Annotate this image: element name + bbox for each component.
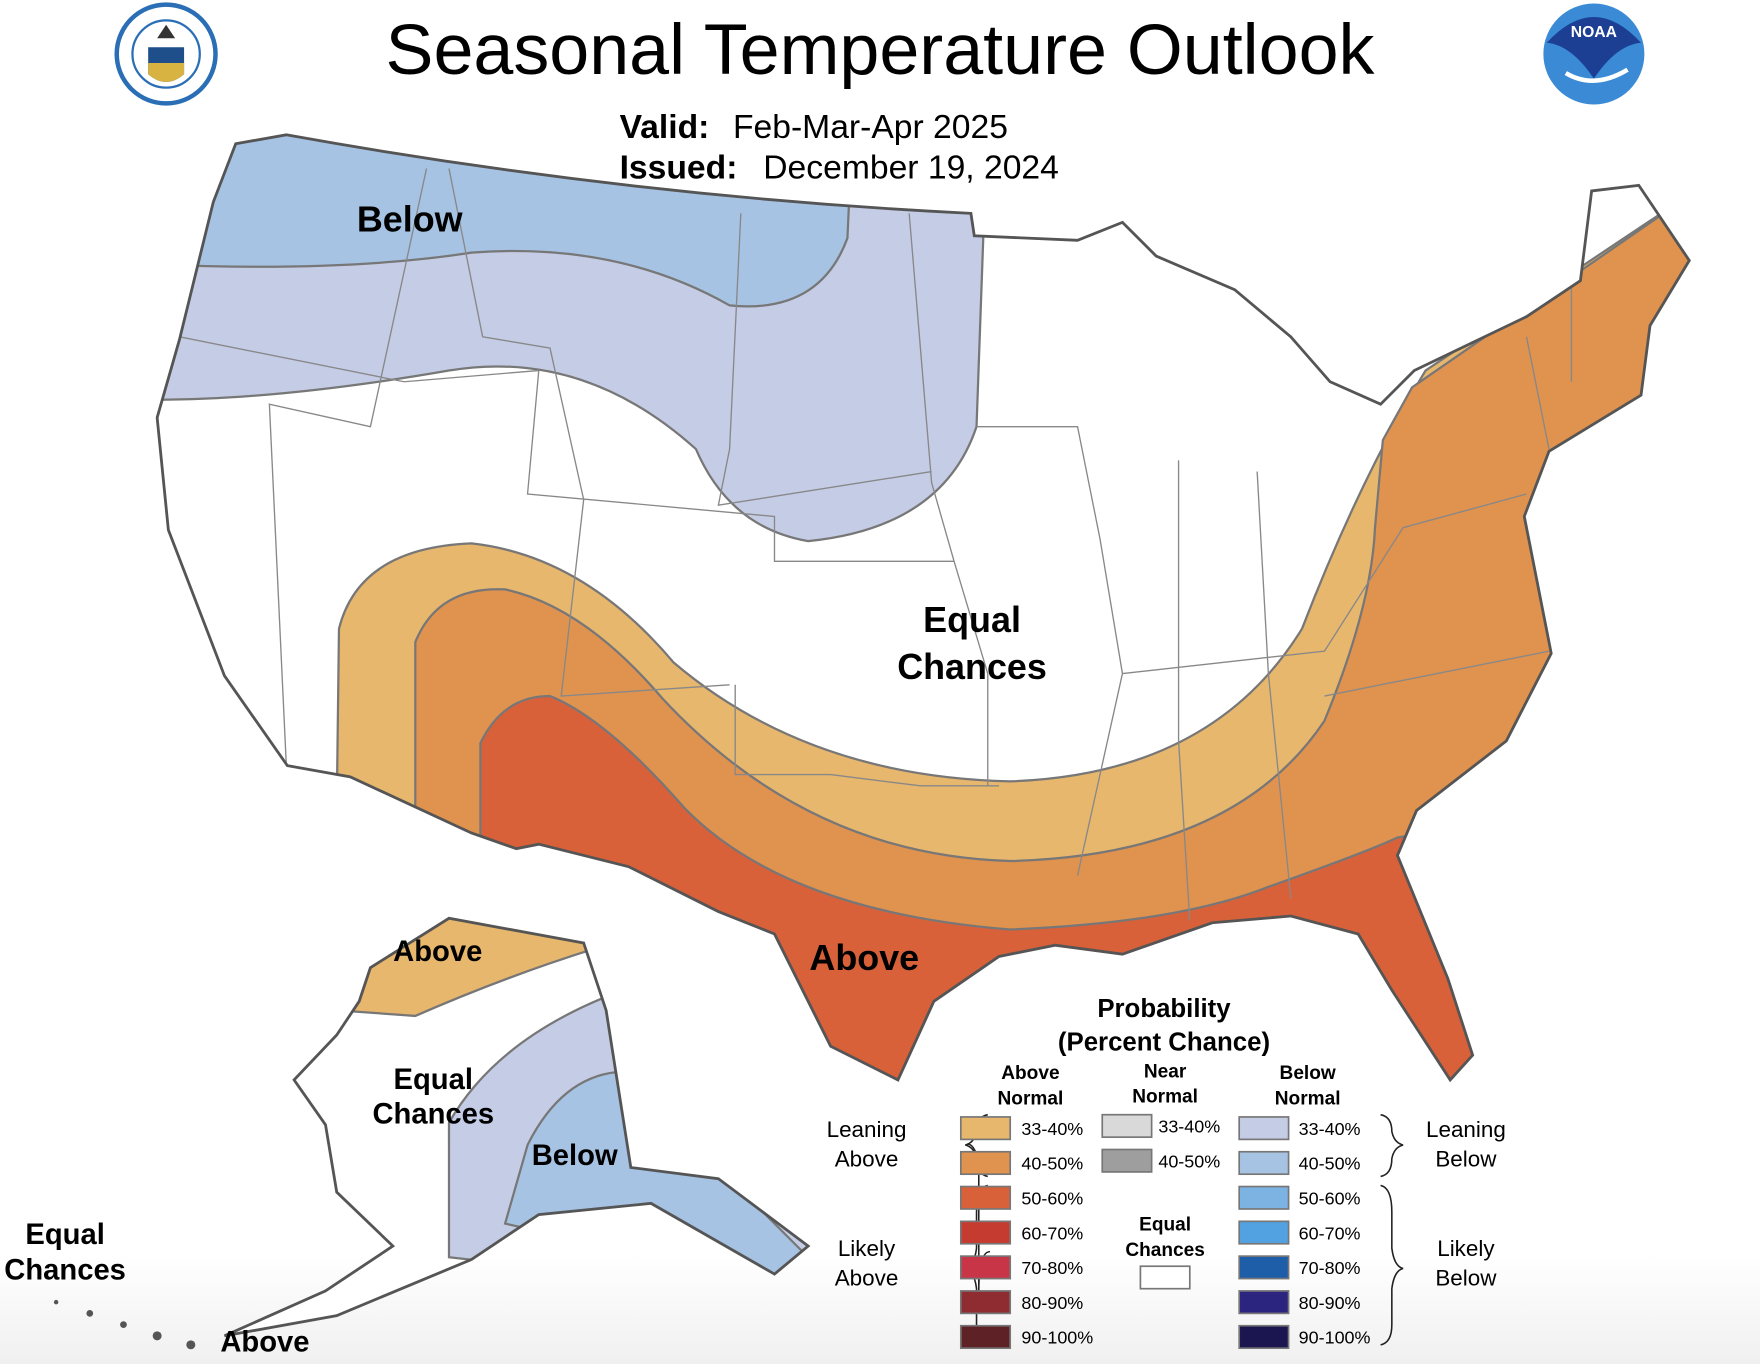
- issued-label: Issued:: [620, 150, 738, 187]
- legend-label-below-6: 90-100%: [1299, 1328, 1371, 1348]
- noaa-logo: NOAA: [1543, 3, 1645, 105]
- legend-swatch-near-0: [1101, 1113, 1153, 1138]
- hawaii-map: [53, 1299, 196, 1350]
- svg-text:Below: Below: [1435, 1146, 1497, 1171]
- svg-text:Normal: Normal: [998, 1089, 1064, 1110]
- legend-label-above-1: 40-50%: [1021, 1154, 1083, 1174]
- legend-swatch-below-5: [1238, 1290, 1290, 1315]
- svg-text:Above: Above: [393, 936, 482, 968]
- alaska-map: [223, 916, 810, 1338]
- legend-label-below-3: 60-70%: [1299, 1223, 1361, 1243]
- svg-text:NOAA: NOAA: [1571, 24, 1617, 41]
- svg-text:Equal: Equal: [1139, 1214, 1191, 1235]
- legend-label-near-0: 33-40%: [1158, 1117, 1220, 1137]
- svg-text:Chances: Chances: [372, 1099, 494, 1131]
- svg-text:Near: Near: [1144, 1062, 1187, 1083]
- legend: Probability (Percent Chance) Above Norma…: [827, 995, 1506, 1350]
- svg-text:Equal: Equal: [25, 1219, 104, 1251]
- legend-label-below-0: 33-40%: [1299, 1119, 1361, 1139]
- legend-swatch-below-2: [1238, 1185, 1290, 1210]
- svg-text:Leaning: Leaning: [1426, 1117, 1506, 1142]
- legend-swatch-above-3: [959, 1220, 1012, 1245]
- svg-text:Above: Above: [220, 1327, 309, 1359]
- svg-text:Equal: Equal: [923, 599, 1021, 640]
- legend-swatch-above-4: [959, 1255, 1012, 1280]
- ak-region-below-40-50: [503, 1070, 809, 1305]
- legend-label-below-2: 50-60%: [1299, 1189, 1361, 1209]
- svg-text:Above: Above: [809, 937, 919, 978]
- svg-text:Equal: Equal: [394, 1064, 473, 1096]
- valid-label: Valid:: [620, 109, 710, 146]
- issued-value: December 19, 2024: [763, 150, 1059, 187]
- legend-swatch-below-3: [1238, 1220, 1290, 1245]
- legend-label-below-5: 80-90%: [1299, 1293, 1361, 1313]
- legend-swatch-below-6: [1238, 1324, 1290, 1350]
- legend-swatch-below-4: [1238, 1255, 1290, 1280]
- svg-text:Normal: Normal: [1132, 1086, 1198, 1107]
- svg-text:Likely: Likely: [838, 1236, 896, 1261]
- legend-swatch-above-1: [959, 1150, 1012, 1176]
- page-title: Seasonal Temperature Outlook: [386, 10, 1376, 90]
- doc-seal-logo: [114, 2, 218, 106]
- valid-value: Feb-Mar-Apr 2025: [733, 109, 1008, 146]
- svg-text:Probability: Probability: [1097, 995, 1231, 1023]
- legend-swatch-above-2: [959, 1185, 1012, 1210]
- state-borders: [179, 168, 1573, 921]
- svg-text:Chances: Chances: [4, 1255, 126, 1287]
- legend-label-below-1: 40-50%: [1299, 1154, 1361, 1174]
- legend-label-above-5: 80-90%: [1021, 1293, 1083, 1313]
- legend-label-above-4: 70-80%: [1021, 1258, 1083, 1278]
- legend-label-above-0: 33-40%: [1021, 1119, 1083, 1139]
- conus-map: [155, 133, 1691, 1082]
- svg-text:Below: Below: [532, 1140, 618, 1172]
- svg-text:Below: Below: [1435, 1265, 1497, 1290]
- svg-text:Likely: Likely: [1437, 1236, 1495, 1261]
- legend-swatch-near-1: [1101, 1148, 1153, 1173]
- legend-label-below-4: 70-80%: [1299, 1258, 1361, 1278]
- svg-text:Chances: Chances: [1125, 1240, 1205, 1261]
- legend-swatch-above-5: [959, 1290, 1012, 1315]
- svg-text:Normal: Normal: [1275, 1089, 1341, 1110]
- svg-text:Chances: Chances: [897, 646, 1047, 687]
- legend-swatch-above-6: [959, 1324, 1012, 1350]
- legend-swatch-equal: [1139, 1265, 1191, 1290]
- alaska-labels: Above Equal Chances Below Equal Chances …: [4, 936, 618, 1359]
- legend-swatch-below-1: [1238, 1150, 1290, 1176]
- map-labels: Below Equal Chances Above: [357, 198, 1047, 978]
- legend-swatch-above-0: [959, 1116, 1012, 1141]
- svg-text:Above: Above: [835, 1265, 899, 1290]
- legend-label-above-3: 60-70%: [1021, 1223, 1083, 1243]
- legend-label-near-1: 40-50%: [1158, 1151, 1220, 1171]
- svg-text:Above: Above: [835, 1146, 899, 1171]
- svg-text:Above: Above: [1001, 1063, 1059, 1084]
- legend-label-above-2: 50-60%: [1021, 1189, 1083, 1209]
- svg-text:Below: Below: [357, 198, 463, 239]
- svg-text:Leaning: Leaning: [827, 1117, 907, 1142]
- svg-text:(Percent Chance): (Percent Chance): [1058, 1029, 1270, 1057]
- legend-label-above-6: 90-100%: [1021, 1328, 1093, 1348]
- legend-swatch-below-0: [1238, 1116, 1290, 1141]
- svg-text:Below: Below: [1280, 1063, 1336, 1084]
